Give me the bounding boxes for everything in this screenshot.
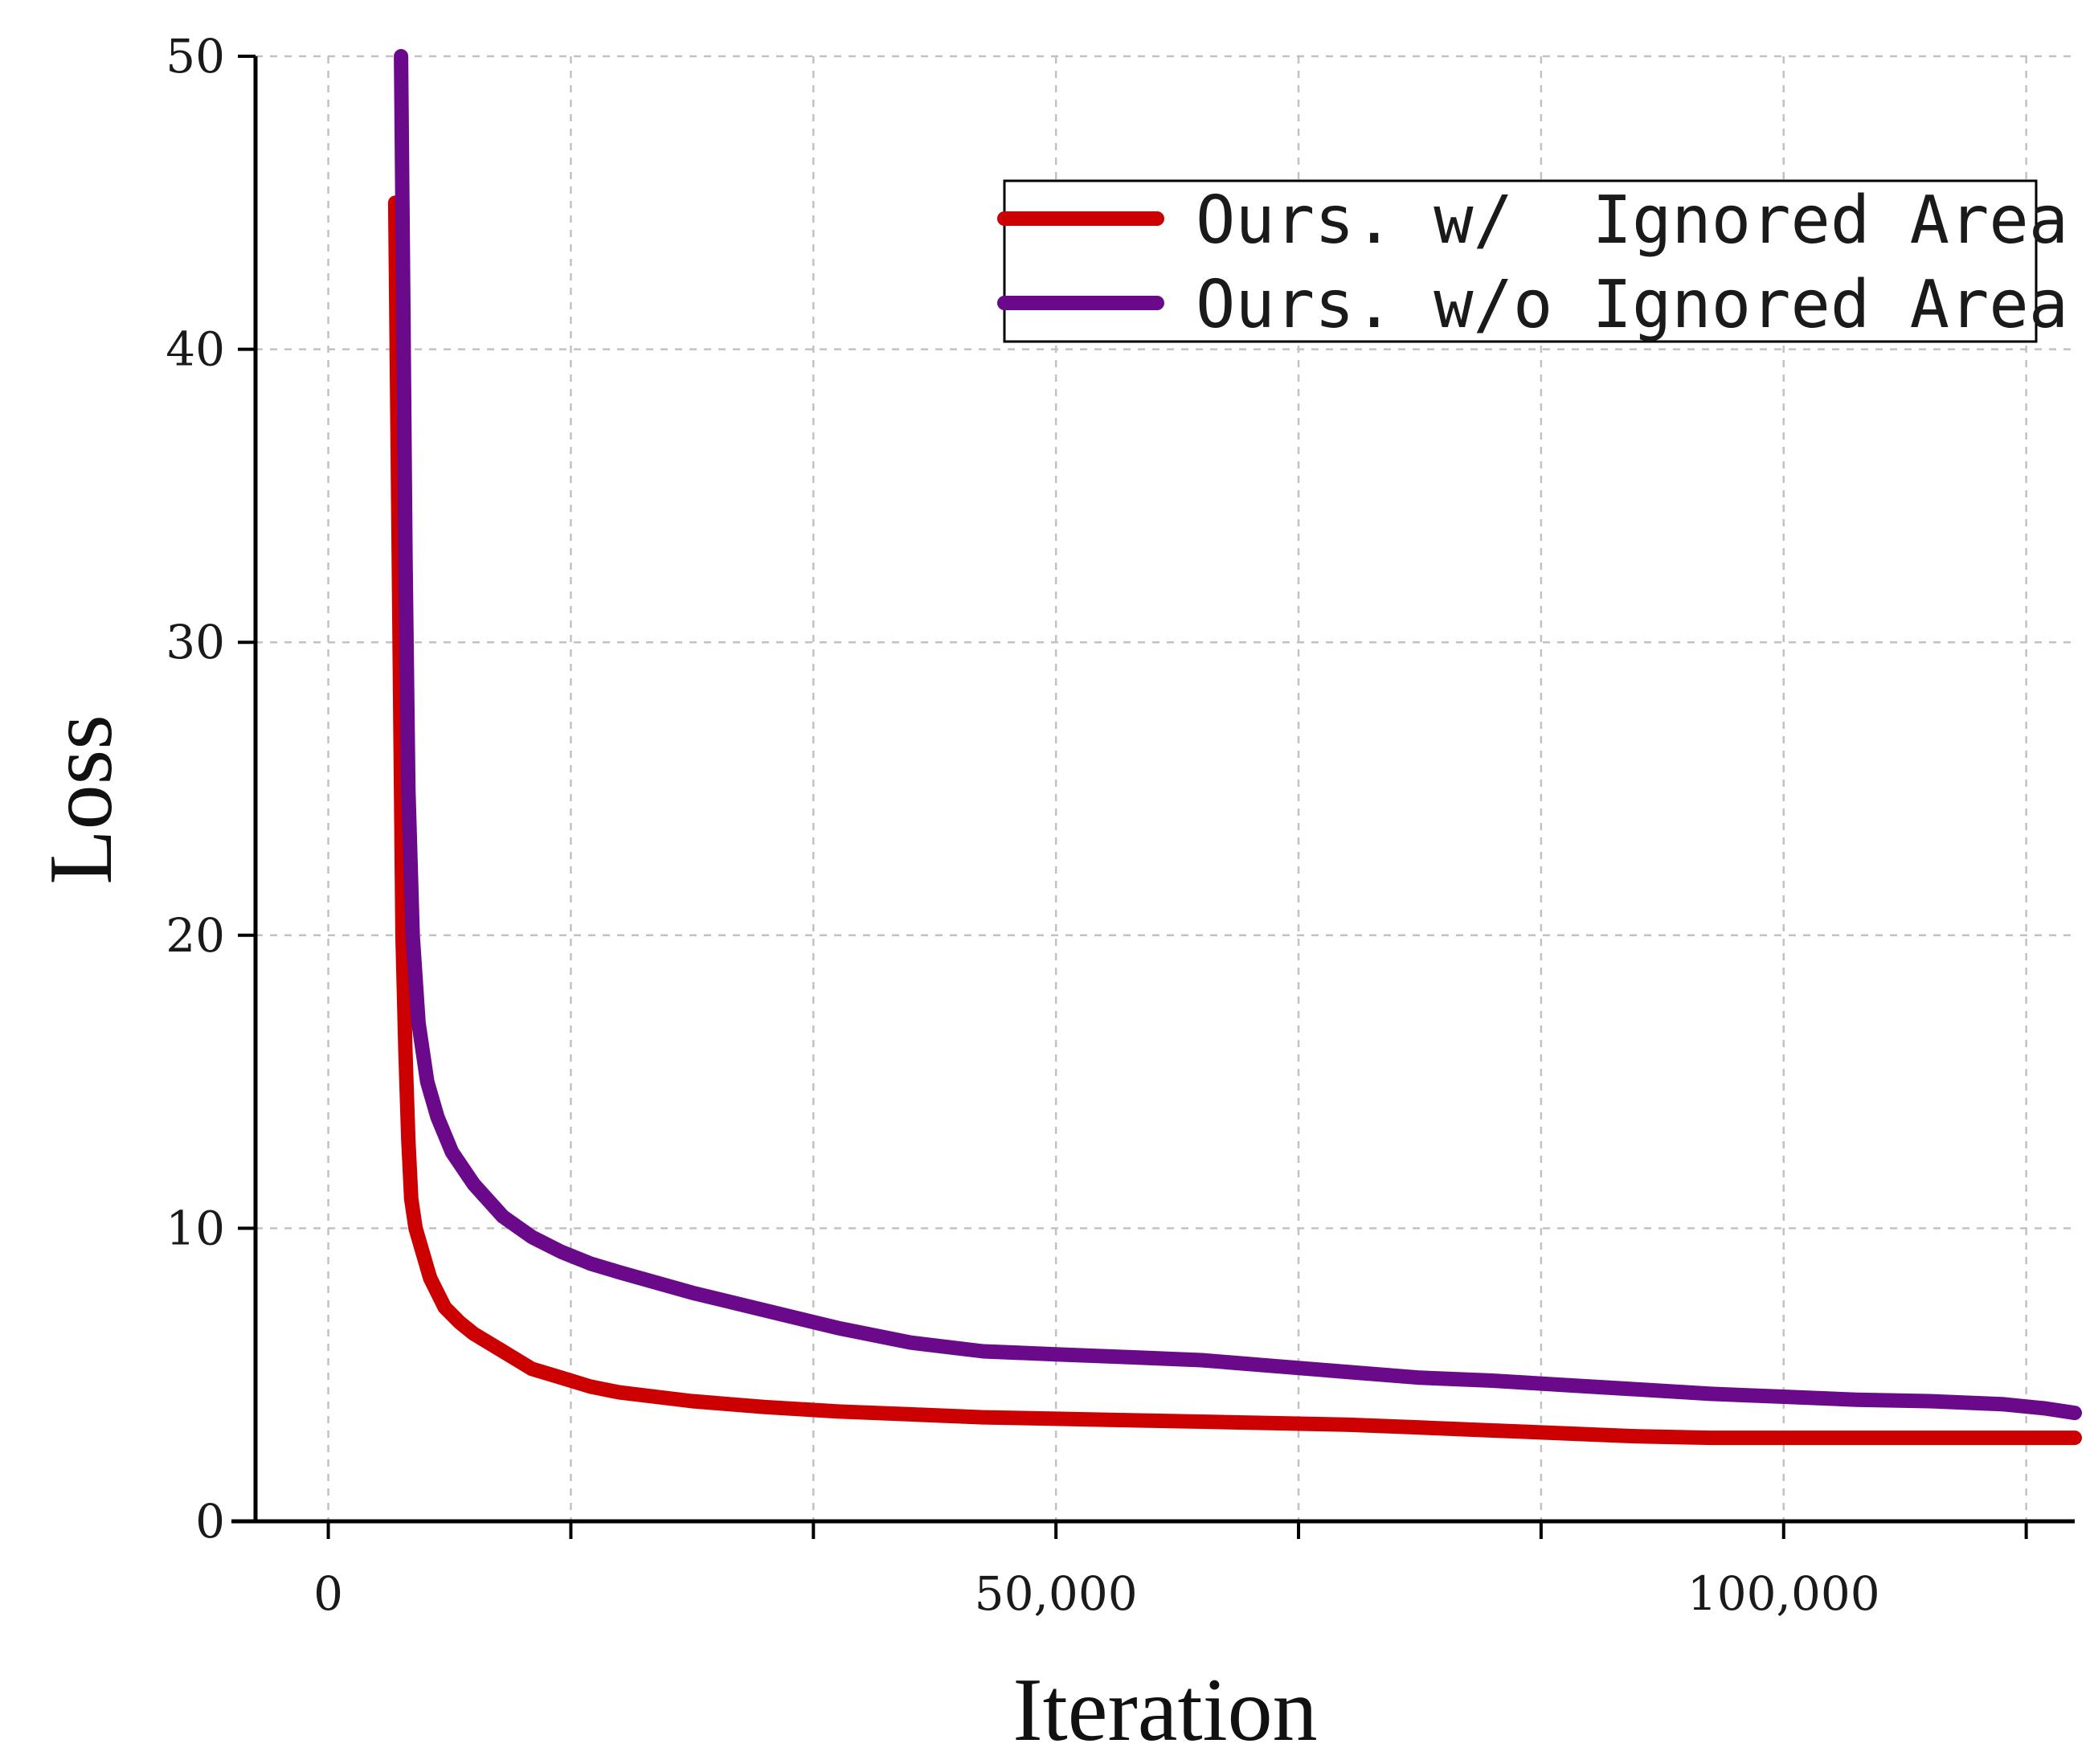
x-tick-label: 50,000 bbox=[975, 1566, 1138, 1621]
x-axis-title: Iteration bbox=[1012, 1660, 1317, 1760]
axes bbox=[231, 56, 2075, 1524]
series-line-without-ignored-area bbox=[394, 49, 2082, 1421]
y-tick-label: 0 bbox=[195, 1494, 225, 1549]
y-tick-label: 30 bbox=[166, 615, 225, 669]
grid bbox=[256, 55, 2075, 1521]
y-tick-label: 10 bbox=[166, 1201, 225, 1255]
x-tick-label: 100,000 bbox=[1687, 1566, 1880, 1621]
x-tick-label: 0 bbox=[313, 1566, 343, 1621]
legend: Ours. w/ Ignored Area Ours. w/o Ignored … bbox=[997, 179, 2068, 343]
series-lines bbox=[387, 49, 2082, 1446]
y-axis-title: Loss bbox=[31, 714, 131, 885]
y-tick-label: 40 bbox=[166, 322, 225, 377]
series-line-with-ignored-area bbox=[387, 195, 2082, 1446]
ticks: 0 10 20 30 40 50 0 50,000 100,000 bbox=[166, 29, 2028, 1621]
y-tick-label: 50 bbox=[166, 29, 225, 84]
legend-label-without-ignored-area: Ours. w/o Ignored Area bbox=[1196, 267, 2068, 343]
y-tick-label: 20 bbox=[166, 908, 225, 963]
legend-label-with-ignored-area: Ours. w/ Ignored Area bbox=[1196, 182, 2068, 259]
legend-box bbox=[1003, 179, 2038, 343]
